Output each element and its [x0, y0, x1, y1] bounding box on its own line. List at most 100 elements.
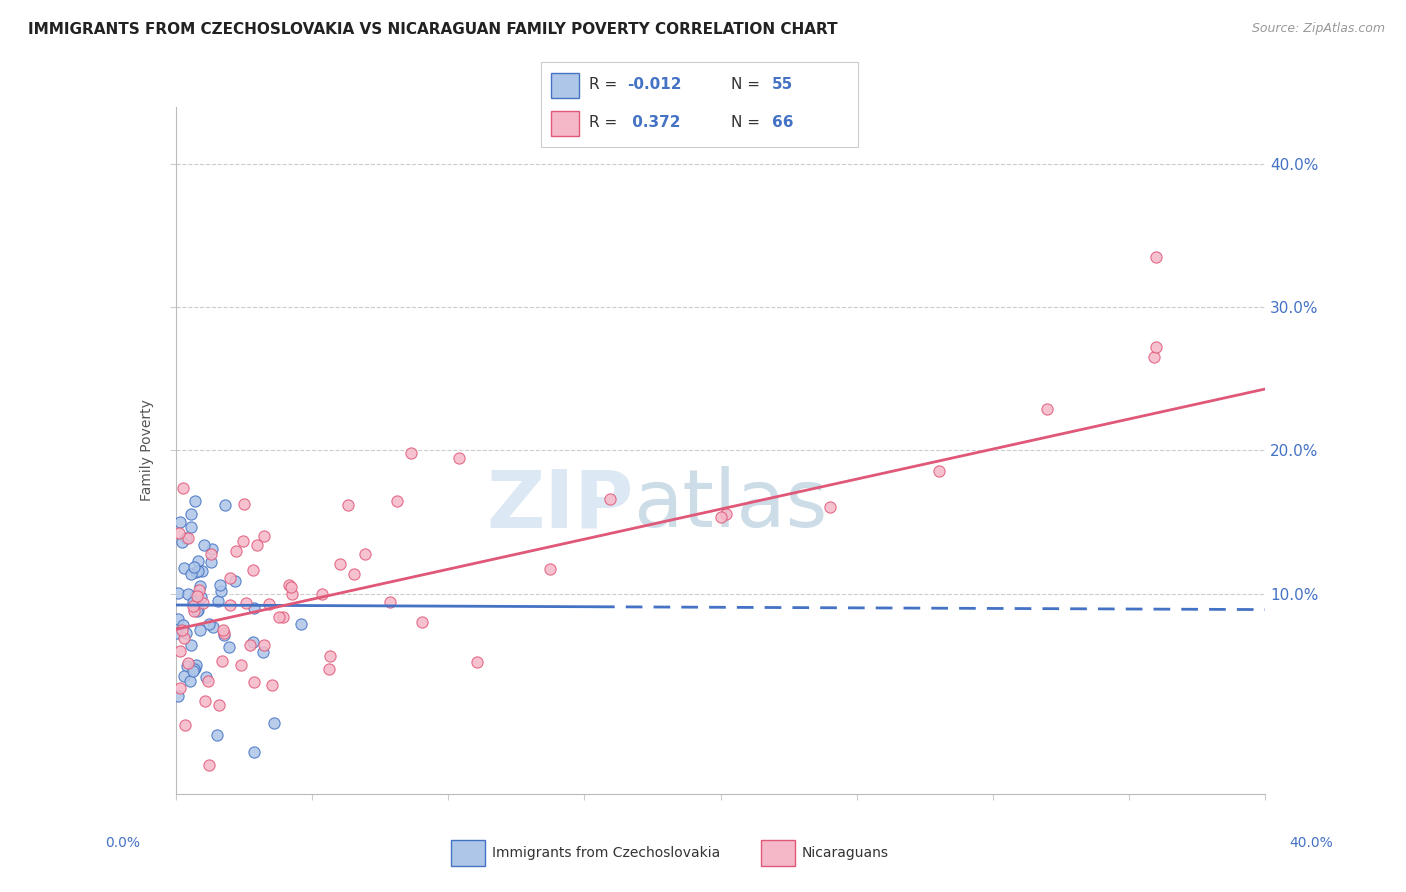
- Point: [209, 584, 232, 599]
- Point: [235, 596, 257, 610]
- Point: [183, 604, 205, 618]
- Text: R =: R =: [589, 115, 621, 130]
- Point: [177, 587, 200, 601]
- Point: [218, 640, 240, 654]
- Point: [208, 698, 231, 712]
- Point: [207, 728, 229, 742]
- Point: [232, 497, 254, 511]
- Point: [229, 657, 252, 672]
- Point: [219, 598, 242, 612]
- Point: [1144, 250, 1167, 264]
- FancyBboxPatch shape: [541, 62, 858, 147]
- Point: [180, 567, 202, 582]
- Point: [174, 532, 197, 546]
- Point: [214, 498, 236, 512]
- Point: [354, 547, 377, 561]
- Point: [385, 494, 408, 508]
- Point: [538, 562, 561, 576]
- Text: atlas: atlas: [633, 467, 828, 544]
- Point: [201, 620, 224, 634]
- Point: [378, 595, 401, 609]
- Point: [176, 659, 198, 673]
- Point: [180, 520, 202, 534]
- Bar: [451, 840, 485, 866]
- Point: [198, 758, 221, 772]
- Text: N =: N =: [731, 77, 765, 92]
- Point: [170, 623, 193, 637]
- Point: [183, 589, 205, 603]
- Point: [187, 564, 209, 578]
- Point: [269, 610, 291, 624]
- Point: [197, 674, 219, 689]
- Point: [186, 604, 208, 618]
- Point: [343, 566, 366, 581]
- Point: [928, 464, 950, 478]
- Point: [193, 538, 215, 552]
- Point: [183, 662, 205, 676]
- Point: [710, 509, 733, 524]
- Text: R =: R =: [589, 77, 621, 92]
- Point: [208, 577, 231, 591]
- Text: 0.0%: 0.0%: [105, 836, 141, 850]
- Point: [167, 612, 190, 626]
- Point: [1143, 350, 1166, 364]
- Point: [201, 541, 224, 556]
- Text: 0.372: 0.372: [627, 115, 681, 130]
- Point: [714, 507, 737, 521]
- Point: [1144, 340, 1167, 354]
- Point: [259, 597, 281, 611]
- Point: [818, 500, 841, 515]
- Point: [197, 617, 219, 632]
- Point: [172, 481, 194, 495]
- Point: [290, 617, 312, 632]
- Point: [232, 533, 254, 548]
- Point: [184, 658, 207, 673]
- Point: [253, 528, 276, 542]
- Text: -0.012: -0.012: [627, 77, 682, 92]
- Point: [263, 716, 285, 731]
- Point: [186, 589, 208, 603]
- Point: [190, 564, 212, 578]
- Text: 40.0%: 40.0%: [1289, 836, 1333, 850]
- Point: [200, 555, 222, 569]
- Bar: [551, 111, 579, 136]
- Point: [271, 609, 294, 624]
- Point: [239, 638, 262, 652]
- Bar: [551, 72, 579, 98]
- Point: [180, 638, 202, 652]
- Point: [242, 634, 264, 648]
- Text: Nicaraguans: Nicaraguans: [801, 846, 889, 860]
- Point: [186, 565, 208, 579]
- Point: [181, 599, 204, 613]
- Point: [169, 644, 191, 658]
- Text: IMMIGRANTS FROM CZECHOSLOVAKIA VS NICARAGUAN FAMILY POVERTY CORRELATION CHART: IMMIGRANTS FROM CZECHOSLOVAKIA VS NICARA…: [28, 22, 838, 37]
- Point: [319, 648, 342, 663]
- Point: [172, 618, 194, 632]
- Point: [211, 654, 233, 668]
- Point: [243, 600, 266, 615]
- Point: [411, 615, 433, 630]
- Point: [246, 537, 269, 551]
- Y-axis label: Family Poverty: Family Poverty: [141, 400, 155, 501]
- Point: [465, 655, 488, 669]
- Point: [252, 645, 274, 659]
- Point: [212, 628, 235, 642]
- Point: [225, 544, 247, 558]
- Text: 66: 66: [772, 115, 794, 130]
- Point: [1036, 402, 1059, 417]
- Point: [260, 678, 283, 692]
- Text: ZIP: ZIP: [486, 467, 633, 544]
- Point: [184, 493, 207, 508]
- Point: [243, 745, 266, 759]
- Point: [183, 560, 205, 574]
- Point: [173, 632, 195, 646]
- Point: [166, 625, 188, 640]
- Point: [277, 578, 299, 592]
- Point: [243, 674, 266, 689]
- Point: [184, 661, 207, 675]
- Point: [173, 717, 195, 731]
- Point: [188, 624, 211, 638]
- Point: [280, 587, 302, 601]
- Point: [253, 638, 276, 652]
- Text: Source: ZipAtlas.com: Source: ZipAtlas.com: [1251, 22, 1385, 36]
